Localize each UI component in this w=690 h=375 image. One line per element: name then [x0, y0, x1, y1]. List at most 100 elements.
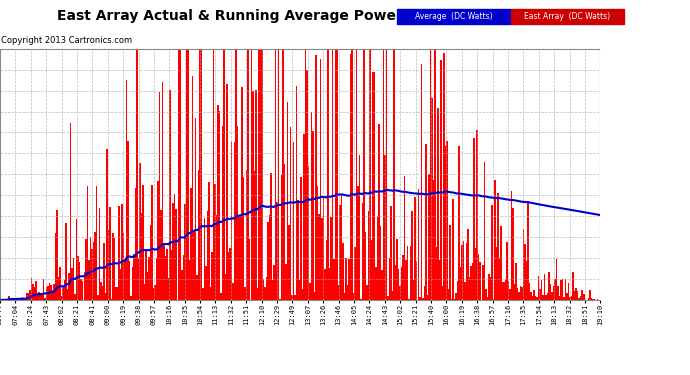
Bar: [387, 297, 389, 300]
Bar: [244, 287, 246, 300]
Bar: [136, 49, 138, 300]
Bar: [13, 299, 14, 300]
Bar: [206, 266, 207, 300]
Bar: [219, 111, 220, 300]
Bar: [114, 238, 115, 300]
Bar: [20, 299, 22, 300]
Bar: [88, 260, 90, 300]
Bar: [53, 284, 55, 300]
Bar: [522, 286, 523, 300]
Bar: [400, 286, 401, 300]
Bar: [302, 289, 303, 300]
Bar: [293, 142, 294, 300]
Bar: [294, 295, 295, 300]
Bar: [333, 259, 335, 300]
Bar: [94, 232, 95, 300]
Bar: [174, 194, 175, 300]
Bar: [39, 292, 40, 300]
Bar: [431, 98, 433, 300]
Bar: [338, 285, 339, 300]
Bar: [220, 293, 222, 300]
Bar: [526, 261, 527, 300]
Bar: [486, 297, 489, 300]
Bar: [262, 279, 264, 300]
Bar: [569, 297, 571, 300]
Bar: [475, 248, 476, 300]
Bar: [217, 105, 219, 300]
Bar: [291, 296, 293, 300]
Bar: [449, 225, 451, 300]
Bar: [165, 256, 166, 300]
Bar: [435, 247, 437, 300]
Bar: [542, 295, 544, 300]
Bar: [415, 196, 416, 300]
Bar: [279, 299, 281, 300]
Bar: [535, 296, 536, 300]
Bar: [243, 177, 244, 300]
Bar: [273, 265, 275, 300]
Bar: [587, 298, 589, 300]
Bar: [237, 126, 239, 300]
Bar: [172, 202, 174, 300]
Bar: [222, 126, 224, 300]
Bar: [541, 280, 542, 300]
Bar: [303, 134, 305, 300]
Bar: [109, 207, 110, 300]
Bar: [444, 146, 446, 300]
Bar: [130, 296, 132, 300]
Bar: [428, 174, 430, 300]
Bar: [558, 286, 559, 300]
Bar: [34, 287, 35, 300]
Bar: [139, 163, 141, 300]
Bar: [451, 298, 452, 300]
Bar: [250, 49, 252, 300]
Bar: [574, 291, 575, 300]
Bar: [550, 284, 551, 300]
Text: Average  (DC Watts): Average (DC Watts): [415, 12, 493, 21]
Bar: [464, 282, 466, 300]
Bar: [305, 49, 306, 300]
Bar: [85, 239, 86, 300]
Bar: [473, 138, 475, 300]
Bar: [261, 49, 262, 300]
Bar: [121, 204, 123, 300]
Bar: [351, 49, 353, 300]
Bar: [192, 76, 193, 300]
Bar: [568, 284, 569, 300]
Bar: [312, 131, 314, 300]
Bar: [460, 267, 461, 300]
Bar: [44, 298, 46, 300]
Bar: [41, 293, 43, 300]
Bar: [61, 296, 62, 300]
Bar: [215, 184, 216, 300]
Bar: [43, 279, 44, 300]
Bar: [413, 280, 415, 300]
Bar: [234, 142, 235, 300]
Bar: [580, 296, 582, 300]
Bar: [117, 287, 118, 300]
Bar: [469, 277, 470, 300]
Bar: [378, 123, 380, 300]
Bar: [328, 268, 331, 300]
Bar: [503, 282, 505, 300]
Bar: [50, 285, 52, 300]
Bar: [540, 289, 541, 300]
Bar: [67, 289, 68, 300]
Bar: [216, 215, 217, 300]
Bar: [374, 72, 375, 300]
Bar: [452, 198, 453, 300]
Bar: [26, 293, 28, 300]
Bar: [404, 176, 406, 300]
Bar: [406, 260, 407, 300]
Bar: [141, 213, 142, 300]
Bar: [512, 209, 514, 300]
Bar: [180, 49, 181, 300]
Bar: [193, 231, 195, 300]
Bar: [306, 70, 308, 300]
Bar: [573, 272, 574, 300]
Bar: [231, 142, 233, 300]
Bar: [359, 156, 360, 300]
Bar: [290, 127, 291, 300]
Bar: [354, 247, 356, 300]
Bar: [76, 219, 77, 300]
